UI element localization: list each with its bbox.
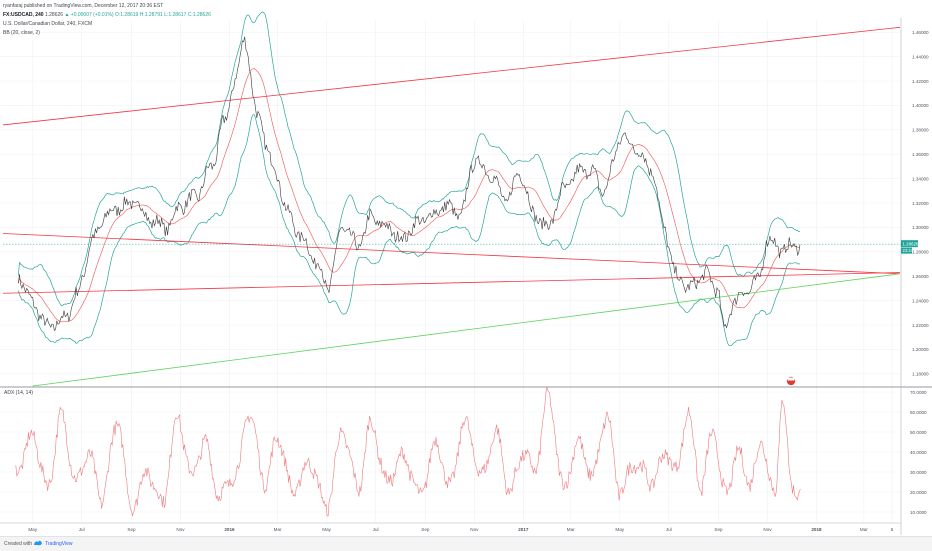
adx-tick-label: 50.0000 — [910, 430, 927, 435]
symbol-label: FX:USDCAD, 240 — [3, 12, 44, 18]
last-price: 1.28626 — [44, 12, 64, 18]
adx-tick-label: 10.0000 — [910, 510, 927, 515]
price-tick-label: 1.38000 — [912, 128, 929, 133]
trend-lines — [2, 26, 901, 387]
price-tick-label: 1.46000 — [912, 30, 929, 35]
adx-tick-label: 60.0000 — [910, 410, 927, 415]
time-tick-label: Sep — [127, 527, 136, 532]
time-tick-label: Jul — [666, 527, 672, 532]
last-price-tag — [901, 240, 918, 248]
bb-indicator-label[interactable]: BB (20, close, 2) — [3, 30, 40, 36]
price-tick-label: 1.28000 — [912, 250, 929, 255]
chart-header: ryanfaraj published on TradingView.com, … — [3, 2, 211, 38]
price-tick-label: 1.20000 — [912, 347, 929, 352]
trend-line-red — [2, 26, 901, 126]
price-tick-label: 1.32000 — [912, 201, 929, 206]
time-tick-label: Nov — [763, 527, 772, 532]
time-tick-label: Mar — [274, 527, 282, 532]
last-price-time-label: 23:24 — [903, 248, 914, 253]
time-tick-label: Nov — [470, 527, 479, 532]
price-tick-label: 1.26000 — [912, 274, 929, 279]
adx-tick-label: 70.0000 — [910, 390, 927, 395]
time-tick-label: 2016 — [224, 527, 235, 532]
bb-basis-line — [18, 68, 801, 323]
adx-indicator-label[interactable]: ADX (14, 14) — [4, 390, 33, 396]
time-tick-label: 2018 — [811, 527, 822, 532]
adx-series — [15, 386, 801, 517]
adx-tick-label: 40.0000 — [910, 450, 927, 455]
time-tick-label: Mar — [860, 527, 868, 532]
time-tick-label: Mar — [567, 527, 575, 532]
price-tick-label: 1.44000 — [912, 54, 929, 59]
time-tick-label: May — [28, 527, 37, 532]
axes: 1.46000 1.44000 1.42000 1.40000 1.38000 1.360… — [0, 18, 932, 535]
adx-tick-label: 20.0000 — [910, 490, 927, 495]
last-price-tag-label: 1.28626 — [903, 242, 919, 247]
price-change: ▲ +0.00007 (+0.01%) — [64, 12, 114, 18]
event-flag-icon — [786, 376, 796, 386]
time-tick-label: 5 — [891, 527, 894, 532]
price-tick-label: 1.40000 — [912, 103, 929, 108]
trend-line-red — [2, 233, 901, 275]
time-tick-label: Sep — [421, 527, 430, 532]
price-line — [18, 36, 801, 332]
ohlc-values: O:1.28619 H:1.28791 L:1.28617 C:1.28626 — [114, 12, 211, 18]
bb-upper-band — [17, 11, 801, 307]
price-tick-label: 1.34000 — [912, 176, 929, 181]
adx-tick-label: 30.0000 — [910, 470, 927, 475]
trend-line-red — [2, 272, 901, 294]
event-flag-stripe — [787, 377, 795, 381]
price-tick-label: 1.30000 — [912, 225, 929, 230]
bollinger-bands — [17, 11, 801, 347]
price-tick-label: 1.42000 — [912, 79, 929, 84]
time-tick-label: Jul — [79, 527, 85, 532]
tradingview-logo-icon — [34, 540, 42, 546]
price-tick-label: 1.36000 — [912, 152, 929, 157]
time-tick-label: 2017 — [518, 527, 529, 532]
price-tick-label: 1.18000 — [912, 372, 929, 377]
tradingview-brand[interactable]: TradingView — [45, 541, 73, 547]
price-series — [18, 36, 801, 332]
time-tick-label: May — [615, 527, 624, 532]
trend-line-green — [32, 273, 901, 387]
time-tick-label: Jul — [373, 527, 379, 532]
time-tick-label: May — [322, 527, 331, 532]
price-tick-label: 1.22000 — [912, 323, 929, 328]
price-tick-label: 1.24000 — [912, 298, 929, 303]
time-tick-label: Sep — [714, 527, 723, 532]
time-tick-label: Nov — [176, 527, 185, 532]
publisher-line: ryanfaraj published on TradingView.com, … — [3, 3, 164, 9]
bb-lower-band — [17, 114, 800, 347]
footer: Created with TradingView — [0, 536, 932, 551]
created-with-text: Created with — [4, 541, 33, 547]
last-price-time-tag — [901, 247, 912, 254]
chart-title: U.S. Dollar/Canadian Dollar, 240, FXCM — [3, 21, 93, 27]
adx-line — [15, 386, 801, 517]
